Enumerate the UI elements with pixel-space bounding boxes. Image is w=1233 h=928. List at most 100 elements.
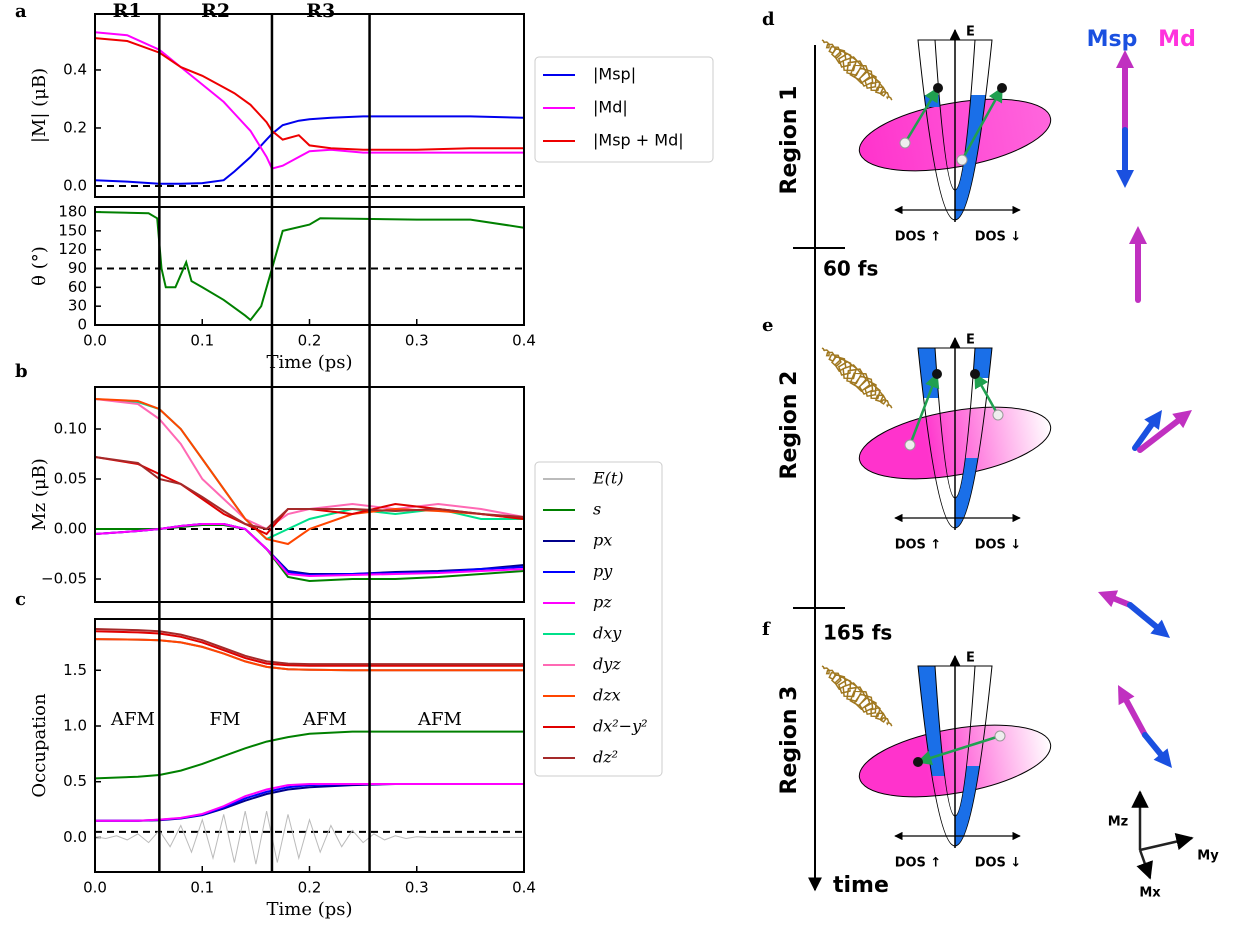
series-line: [95, 630, 524, 667]
dos-down-label: DOS ↓: [975, 856, 1022, 871]
energy-label: E: [966, 333, 975, 348]
y-tick-label: 0.5: [63, 772, 87, 790]
annotation: AFM: [110, 709, 155, 730]
axis-label: Mz: [1108, 815, 1129, 830]
electron: [932, 369, 942, 379]
y-axis-label: Occupation: [29, 693, 50, 798]
x-tick-label: 0.3: [405, 879, 429, 897]
x-tick-label: 0.2: [298, 879, 322, 897]
x-tick-label: 0.0: [83, 879, 107, 897]
spin-head: [1118, 685, 1135, 706]
excitation: [903, 86, 940, 144]
plot-frame: [94, 618, 525, 873]
time-label: 165 fs: [823, 621, 892, 645]
spin-shaft: [1142, 732, 1164, 758]
y-tick-label: 120: [58, 240, 87, 258]
legend-label: dz²: [593, 748, 618, 767]
y-axis-label: |M| (μB): [29, 68, 50, 143]
y-tick-label: 0.10: [54, 420, 87, 438]
series-line: [95, 810, 524, 865]
time-label: 60 fs: [823, 257, 878, 281]
annotation: AFM: [417, 709, 462, 730]
series-line: [95, 783, 524, 822]
excitation: [973, 372, 1000, 416]
plot-frame: [94, 13, 525, 198]
excitation: [908, 372, 940, 446]
x-tick-label: 0.4: [512, 332, 536, 350]
y-tick-label: −0.05: [41, 570, 87, 588]
legend-label: dx²−y²: [593, 717, 648, 736]
axis-label: My: [1197, 849, 1219, 864]
series-line: [95, 523, 524, 578]
y-tick-label: 1.0: [63, 716, 87, 734]
spin-head: [1116, 170, 1134, 188]
excitation: [960, 86, 1004, 161]
x-tick-label: 0.1: [190, 332, 214, 350]
spin-head: [1150, 619, 1170, 638]
x-tick-label: 0.1: [190, 879, 214, 897]
legend-label: py: [593, 562, 613, 581]
y-axis-label: Mz (μB): [29, 458, 50, 531]
x-axis-label: Time (ps): [266, 352, 352, 373]
legend-label: pz: [593, 593, 612, 612]
axis-y: [1139, 833, 1194, 852]
energy-label: E: [966, 651, 975, 666]
spin-head: [1129, 226, 1147, 244]
legend-label: dzx: [593, 686, 621, 705]
spin-head: [1116, 50, 1134, 68]
legend-box: [534, 56, 714, 163]
laser-pulse: [821, 665, 893, 727]
hole: [899, 137, 911, 149]
electron: [970, 369, 980, 379]
panel-letter: f: [762, 619, 771, 640]
x-tick-label: 0.0: [83, 332, 107, 350]
legend-label: |Md|: [593, 98, 628, 117]
panel-letter: e: [762, 315, 773, 336]
y-tick-label: 0: [77, 316, 87, 334]
spin-head: [1172, 410, 1192, 429]
spin-head: [1144, 410, 1162, 430]
spin-shaft: [1123, 697, 1148, 738]
dos-down-label: DOS ↓: [975, 538, 1022, 553]
panel-letter: a: [15, 1, 27, 22]
hole: [956, 154, 968, 166]
spin-label: Msp: [1087, 27, 1138, 52]
hole: [994, 730, 1006, 742]
panel-letter: d: [762, 9, 775, 30]
y-tick-label: 0.2: [63, 118, 87, 136]
region-name: Region 2: [777, 371, 802, 480]
legend-label: dyz: [593, 655, 621, 674]
series-line: [95, 115, 524, 185]
y-tick-label: 60: [68, 278, 87, 296]
spin-shaft: [1127, 602, 1160, 630]
series-line: [95, 730, 524, 780]
y-tick-label: 180: [58, 203, 87, 221]
region-name: Region 3: [777, 686, 802, 795]
electron: [913, 757, 923, 767]
annotation: FM: [210, 709, 241, 730]
sp-band: [917, 39, 993, 221]
time-axis-label: time: [833, 873, 889, 898]
annotation: AFM: [302, 709, 347, 730]
legend-label: dxy: [593, 624, 622, 643]
legend-label: |Msp + Md|: [593, 131, 684, 150]
legend-label: E(t): [592, 469, 624, 488]
region-label: R1: [113, 0, 142, 22]
y-tick-label: 1.5: [63, 661, 87, 679]
panel-letter: c: [15, 589, 26, 610]
y-tick-label: 90: [68, 259, 87, 277]
laser-pulse: [821, 39, 893, 101]
hole: [904, 439, 916, 451]
laser-pulse: [821, 347, 893, 409]
axis-x: [1136, 849, 1153, 880]
y-tick-label: 0.05: [54, 470, 87, 488]
legend-label: px: [593, 531, 612, 550]
plot-frame: [94, 386, 525, 603]
series-line: [95, 456, 524, 531]
legend-label: |Msp|: [593, 65, 636, 84]
axis-label: Mx: [1139, 886, 1161, 901]
y-tick-label: 150: [58, 221, 87, 239]
electron: [933, 83, 943, 93]
series-line: [95, 628, 524, 666]
spin-head: [1153, 748, 1172, 768]
